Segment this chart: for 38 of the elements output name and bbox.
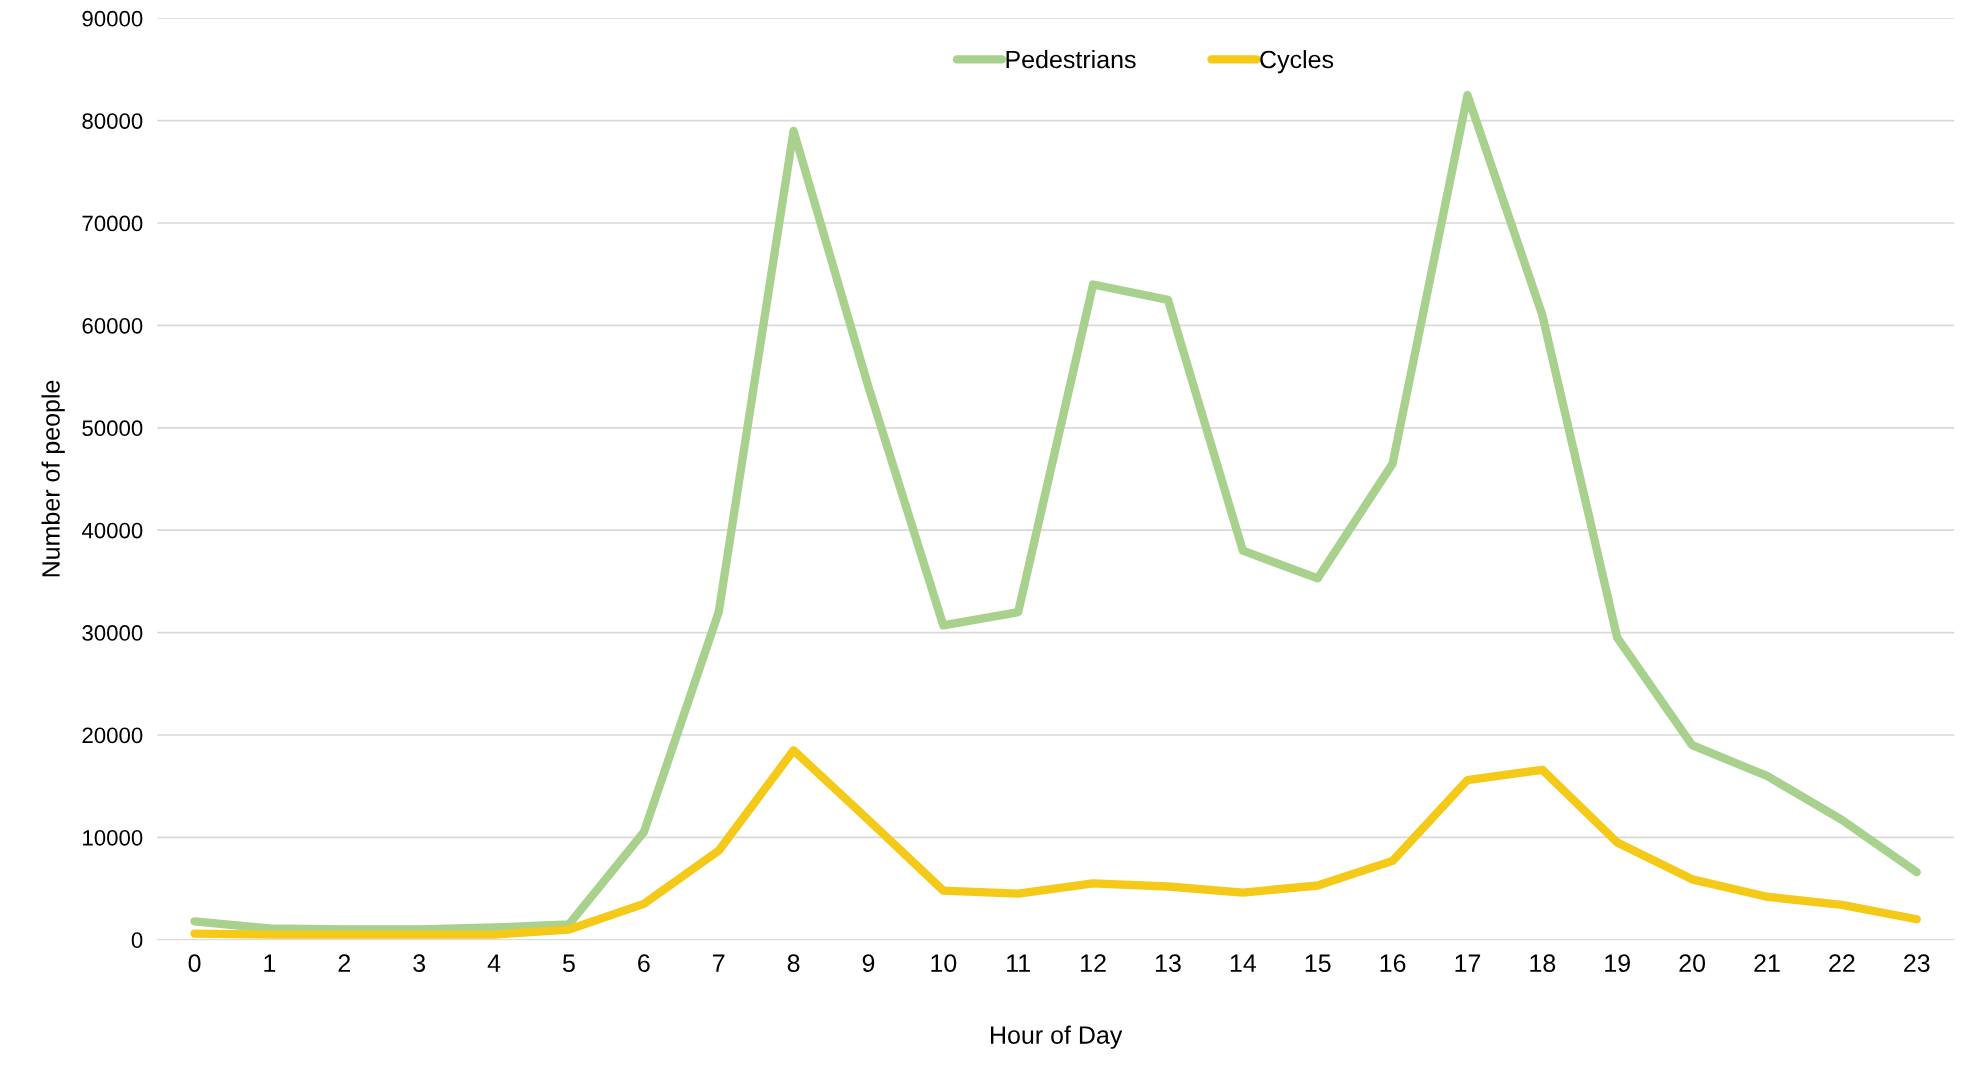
y-tick-label: 60000 bbox=[82, 317, 143, 334]
x-tick-label: 1 bbox=[264, 954, 276, 972]
x-tick-label: 12 bbox=[1081, 954, 1106, 972]
x-tick-label: 21 bbox=[1754, 954, 1780, 972]
x-tick-label: 23 bbox=[1904, 954, 1930, 972]
y-tick-label: 90000 bbox=[82, 10, 143, 27]
x-tick-label: 11 bbox=[1007, 954, 1030, 972]
x-tick-label: 19 bbox=[1605, 954, 1630, 972]
x-axis-title: Hour of Day bbox=[991, 1025, 1123, 1049]
x-tick-label: 7 bbox=[713, 954, 725, 972]
x-tick-label: 8 bbox=[787, 954, 800, 972]
x-tick-label: 13 bbox=[1155, 954, 1181, 972]
y-tick-label: 70000 bbox=[82, 215, 143, 232]
x-tick-label: 16 bbox=[1380, 954, 1406, 972]
y-tick-label: 30000 bbox=[82, 625, 143, 641]
x-tick-label: 14 bbox=[1230, 954, 1257, 972]
y-tick-label: 80000 bbox=[82, 113, 143, 129]
legend-label: Pedestrians bbox=[1006, 49, 1136, 69]
x-tick-label: 2 bbox=[338, 954, 351, 972]
x-tick-label: 6 bbox=[638, 954, 650, 972]
y-tick-label: 50000 bbox=[82, 420, 143, 437]
x-tick-label: 10 bbox=[931, 954, 957, 972]
x-tick-label: 20 bbox=[1679, 954, 1706, 972]
x-tick-label: 22 bbox=[1829, 954, 1855, 972]
y-tick-label: 0 bbox=[131, 932, 143, 949]
x-tick-label: 3 bbox=[413, 954, 426, 972]
x-tick-label: 18 bbox=[1530, 954, 1556, 972]
x-tick-label: 15 bbox=[1305, 954, 1331, 972]
legend-label: Cycles bbox=[1260, 49, 1334, 74]
y-axis-title: Number of people bbox=[41, 380, 65, 577]
y-tick-label: 20000 bbox=[82, 727, 143, 744]
x-tick-label: 5 bbox=[563, 954, 575, 972]
x-tick-label: 17 bbox=[1455, 954, 1481, 972]
y-tick-label: 10000 bbox=[83, 829, 143, 846]
y-tick-label: 40000 bbox=[81, 522, 143, 539]
x-tick-label: 0 bbox=[188, 954, 201, 972]
x-tick-label: 4 bbox=[487, 954, 501, 972]
x-tick-label: 9 bbox=[862, 954, 875, 972]
